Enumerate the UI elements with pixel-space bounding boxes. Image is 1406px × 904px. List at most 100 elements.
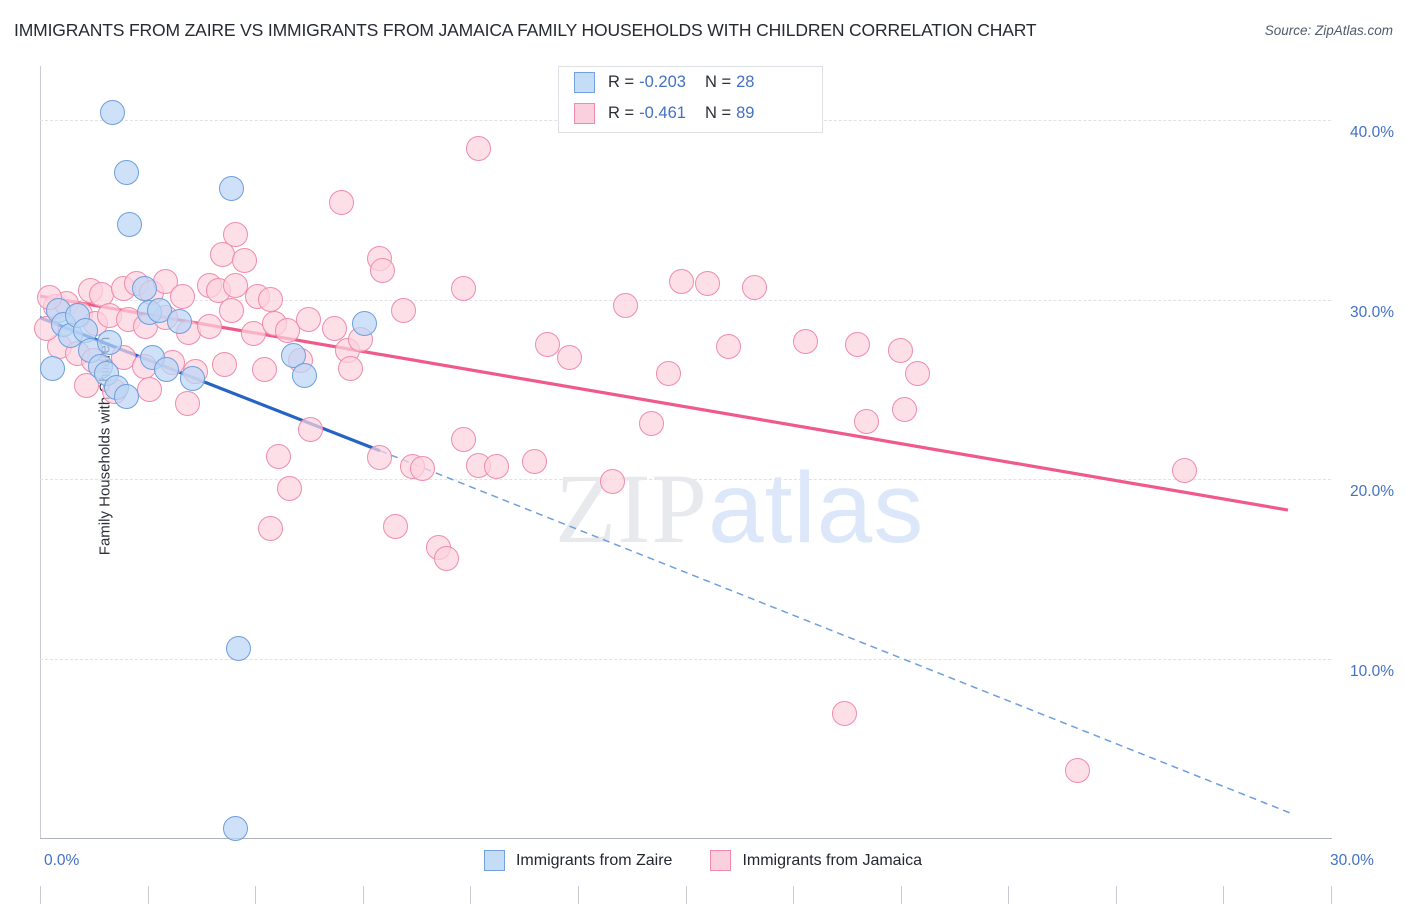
data-point[interactable]: [169, 283, 195, 309]
data-point[interactable]: [99, 100, 125, 126]
y-tick-label: 10.0%: [1350, 663, 1394, 681]
data-point[interactable]: [638, 411, 664, 437]
data-point[interactable]: [853, 409, 879, 435]
x-tick-mark: [470, 886, 472, 904]
data-point[interactable]: [694, 271, 720, 297]
data-point[interactable]: [716, 333, 742, 359]
source-label: Source: ZipAtlas.com: [1264, 23, 1393, 38]
data-point[interactable]: [905, 360, 931, 386]
x-axis-line: [40, 838, 1332, 839]
r-label-jamaica: R =: [608, 104, 635, 122]
data-point[interactable]: [483, 454, 509, 480]
data-point[interactable]: [451, 427, 477, 453]
data-point[interactable]: [117, 211, 142, 237]
series-label-jamaica: Immigrants from Jamaica: [742, 851, 923, 869]
data-point[interactable]: [382, 513, 408, 539]
trend-line-jamaica: [39, 294, 1289, 512]
data-point[interactable]: [338, 355, 364, 381]
data-point[interactable]: [297, 416, 323, 442]
data-point[interactable]: [266, 443, 292, 469]
data-point[interactable]: [1064, 758, 1090, 784]
data-point[interactable]: [167, 308, 193, 334]
y-tick-label: 20.0%: [1350, 483, 1394, 501]
x-tick-mark: [1115, 886, 1117, 904]
legend-swatch-jamaica-icon: [574, 103, 595, 124]
page-title: IMMIGRANTS FROM ZAIRE VS IMMIGRANTS FROM…: [14, 20, 1037, 40]
data-point[interactable]: [741, 274, 767, 300]
data-point[interactable]: [328, 190, 354, 216]
data-point[interactable]: [113, 384, 139, 410]
data-point[interactable]: [391, 297, 417, 323]
data-point[interactable]: [174, 391, 200, 417]
series-legend: Immigrants from Zaire Immigrants from Ja…: [0, 850, 1406, 871]
n-value-jamaica: 89: [736, 104, 755, 122]
x-tick-mark: [147, 886, 149, 904]
data-point[interactable]: [322, 315, 348, 341]
data-point[interactable]: [257, 287, 283, 313]
data-point[interactable]: [434, 546, 460, 572]
data-point[interactable]: [223, 272, 249, 298]
data-point[interactable]: [218, 297, 244, 323]
data-point[interactable]: [410, 456, 436, 482]
data-point[interactable]: [451, 276, 477, 302]
data-point[interactable]: [114, 159, 140, 185]
data-point[interactable]: [1172, 457, 1198, 483]
series-swatch-jamaica-icon: [710, 850, 732, 871]
data-point[interactable]: [892, 396, 918, 422]
x-tick-label-min: 0.0%: [44, 852, 80, 869]
data-point[interactable]: [154, 357, 180, 383]
stats-row-zaire: R = -0.203 N = 28: [559, 67, 822, 98]
x-tick-mark: [793, 886, 795, 904]
data-point[interactable]: [40, 355, 66, 381]
data-point[interactable]: [97, 330, 123, 356]
data-point[interactable]: [211, 351, 237, 377]
x-tick-mark: [900, 886, 902, 904]
gridline: [40, 299, 1331, 301]
r-value-zaire: -0.203: [639, 73, 686, 91]
x-tick-mark: [1331, 886, 1332, 904]
y-axis-line: [40, 66, 41, 839]
data-point[interactable]: [612, 292, 638, 318]
data-point[interactable]: [369, 258, 395, 284]
legend-swatch-zaire-icon: [574, 72, 595, 93]
legend-item-zaire[interactable]: Immigrants from Zaire: [483, 850, 672, 871]
data-point[interactable]: [226, 635, 252, 661]
data-point[interactable]: [668, 269, 694, 295]
data-point[interactable]: [180, 366, 206, 392]
data-point[interactable]: [845, 332, 871, 358]
data-point[interactable]: [257, 515, 283, 541]
data-point[interactable]: [277, 475, 303, 501]
data-point[interactable]: [218, 175, 244, 201]
data-point[interactable]: [137, 377, 163, 403]
data-point[interactable]: [73, 373, 99, 399]
data-point[interactable]: [655, 360, 681, 386]
correlation-stats-legend: R = -0.203 N = 28 R = -0.461 N = 89: [558, 66, 823, 133]
data-point[interactable]: [210, 242, 236, 268]
data-point[interactable]: [197, 314, 223, 340]
data-point[interactable]: [131, 276, 157, 302]
x-tick-mark: [255, 886, 257, 904]
data-point[interactable]: [292, 362, 318, 388]
data-point[interactable]: [352, 310, 378, 336]
x-tick-mark: [362, 886, 364, 904]
x-tick-label-max: 30.0%: [1330, 852, 1374, 869]
data-point[interactable]: [535, 332, 561, 358]
data-point[interactable]: [832, 700, 858, 726]
y-tick-label: 30.0%: [1350, 303, 1394, 321]
x-tick-mark: [577, 886, 579, 904]
data-point[interactable]: [223, 815, 249, 841]
data-point[interactable]: [240, 321, 266, 347]
legend-item-jamaica[interactable]: Immigrants from Jamaica: [710, 850, 922, 871]
data-point[interactable]: [367, 445, 393, 471]
data-point[interactable]: [466, 136, 492, 162]
data-point[interactable]: [793, 328, 819, 354]
data-point[interactable]: [252, 357, 278, 383]
data-point[interactable]: [231, 247, 257, 273]
data-point[interactable]: [888, 337, 914, 363]
data-point[interactable]: [522, 448, 548, 474]
data-point[interactable]: [274, 317, 300, 343]
data-point[interactable]: [296, 306, 322, 332]
data-point[interactable]: [599, 468, 625, 494]
gridline: [40, 659, 1331, 661]
data-point[interactable]: [556, 344, 582, 370]
